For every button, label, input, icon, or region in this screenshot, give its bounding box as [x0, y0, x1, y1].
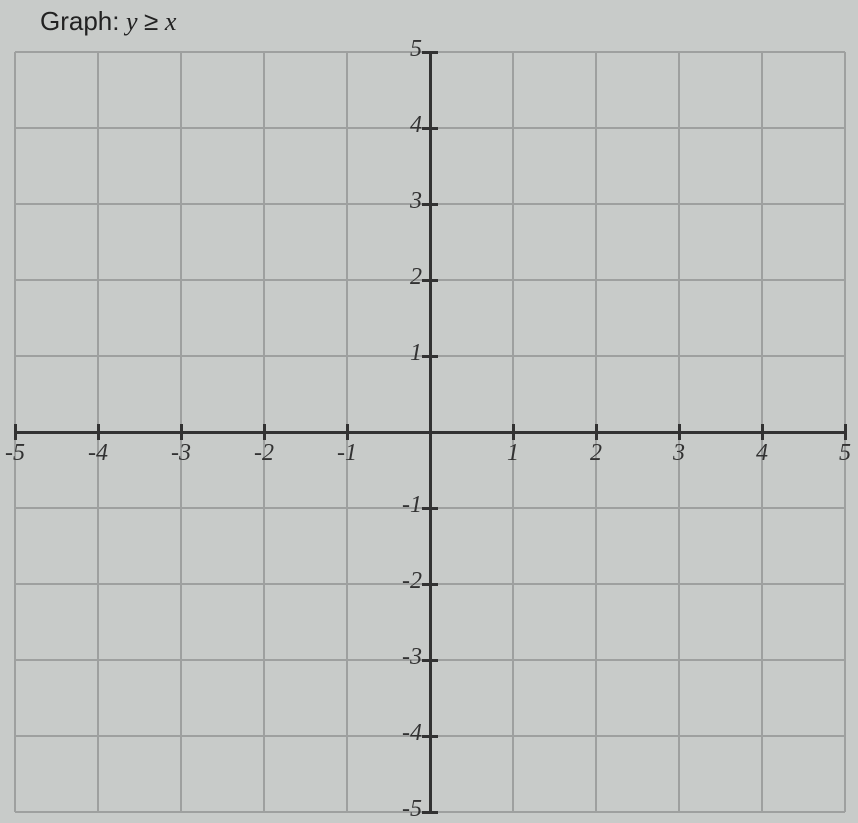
y-tick-label: 1: [372, 340, 422, 367]
y-tick-label: -3: [372, 644, 422, 671]
x-tick: [595, 424, 598, 440]
y-tick-label: -2: [372, 568, 422, 595]
y-tick: [422, 355, 438, 358]
y-tick: [422, 583, 438, 586]
y-tick: [422, 659, 438, 662]
page: Graph: y ≥ x -5-4-3-2-112345-5-4-3-2-112…: [0, 0, 858, 822]
title-operator: ≥: [144, 6, 158, 36]
x-tick-label: -5: [0, 440, 45, 467]
x-tick: [97, 424, 100, 440]
grid-canvas: -5-4-3-2-112345-5-4-3-2-112345: [15, 52, 845, 812]
coordinate-grid: -5-4-3-2-112345-5-4-3-2-112345: [15, 52, 845, 812]
x-tick: [346, 424, 349, 440]
x-tick-label: 2: [566, 440, 626, 467]
y-tick: [422, 811, 438, 814]
y-tick-label: 4: [372, 112, 422, 139]
x-tick: [761, 424, 764, 440]
x-tick: [263, 424, 266, 440]
x-tick-label: 5: [815, 440, 858, 467]
title-var-x: x: [165, 7, 177, 36]
y-tick: [422, 431, 438, 434]
x-tick-label: -1: [317, 440, 377, 467]
x-tick-label: -3: [151, 440, 211, 467]
x-tick-label: 1: [483, 440, 543, 467]
title-var-y: y: [126, 7, 138, 36]
x-tick: [14, 424, 17, 440]
y-tick: [422, 507, 438, 510]
x-tick: [844, 424, 847, 440]
graph-title: Graph: y ≥ x: [40, 6, 176, 37]
y-tick-label: -5: [372, 796, 422, 823]
y-tick: [422, 735, 438, 738]
x-tick-label: -2: [234, 440, 294, 467]
x-tick-label: 3: [649, 440, 709, 467]
title-prefix: Graph:: [40, 6, 120, 36]
x-tick: [678, 424, 681, 440]
y-tick: [422, 279, 438, 282]
x-tick: [180, 424, 183, 440]
y-tick-label: 5: [372, 36, 422, 63]
y-tick: [422, 203, 438, 206]
y-tick: [422, 51, 438, 54]
x-tick-label: 4: [732, 440, 792, 467]
x-tick: [512, 424, 515, 440]
y-tick-label: 3: [372, 188, 422, 215]
y-tick-label: -1: [372, 492, 422, 519]
y-tick-label: -4: [372, 720, 422, 747]
y-tick-label: 2: [372, 264, 422, 291]
x-tick-label: -4: [68, 440, 128, 467]
y-tick: [422, 127, 438, 130]
